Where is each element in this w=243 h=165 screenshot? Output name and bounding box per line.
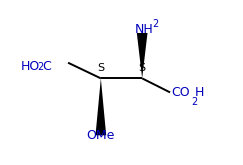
Text: 2: 2 (152, 19, 158, 29)
Text: C: C (43, 60, 51, 72)
Text: S: S (139, 63, 146, 73)
Text: OMe: OMe (87, 129, 115, 142)
Text: 2: 2 (38, 62, 44, 72)
Text: CO: CO (171, 86, 190, 99)
Polygon shape (95, 78, 106, 135)
Text: H: H (194, 86, 204, 99)
Text: 2: 2 (191, 97, 197, 107)
Polygon shape (137, 33, 148, 78)
Text: NH: NH (135, 23, 154, 36)
Text: HO: HO (21, 60, 40, 72)
Text: S: S (97, 63, 104, 73)
